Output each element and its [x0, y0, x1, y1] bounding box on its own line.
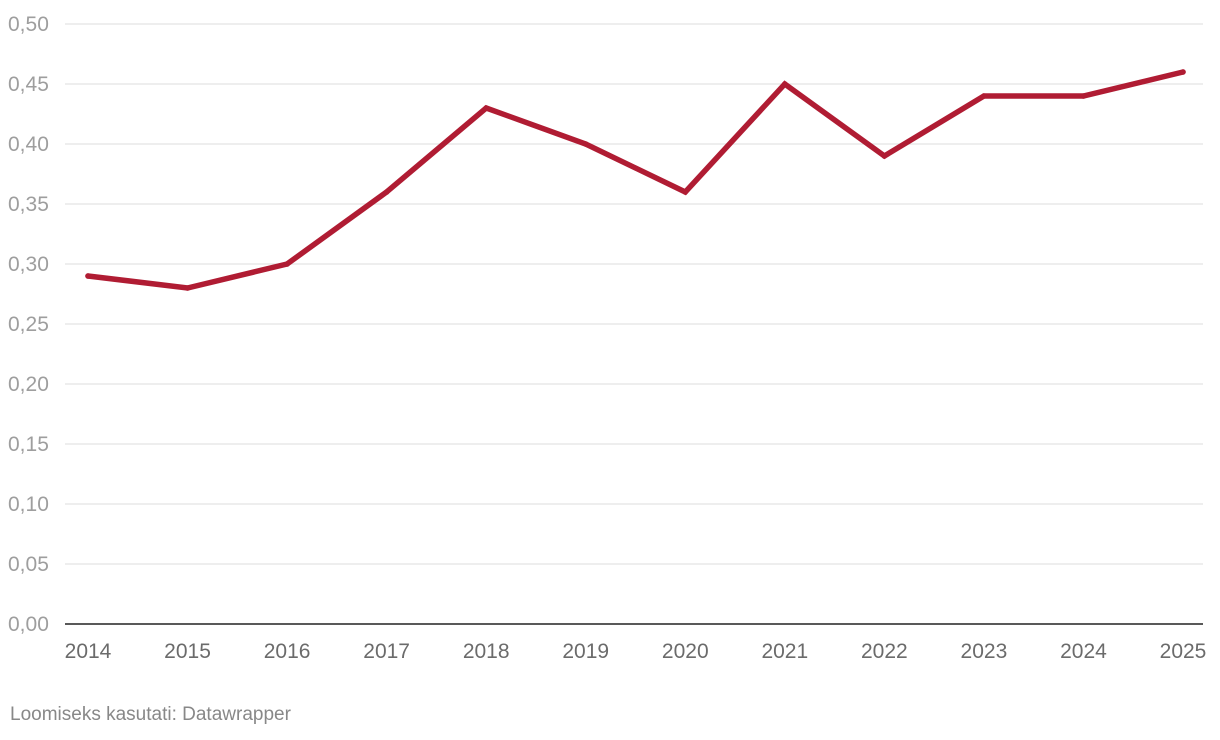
data-point — [284, 261, 290, 267]
y-tick-label: 0,25 — [8, 313, 49, 336]
y-tick-label: 0,45 — [8, 73, 49, 96]
data-point — [782, 81, 788, 87]
y-tick-label: 0,00 — [8, 613, 49, 636]
x-tick-label: 2019 — [562, 640, 609, 663]
y-tick-label: 0,05 — [8, 553, 49, 576]
y-tick-label: 0,20 — [8, 373, 49, 396]
y-tick-label: 0,35 — [8, 193, 49, 216]
data-point — [682, 189, 689, 195]
y-tick-label: 0,40 — [8, 133, 49, 156]
data-point — [483, 105, 489, 111]
x-tick-label: 2024 — [1060, 640, 1107, 663]
y-axis-tick-labels: 0,00 0,05 0,10 0,15 0,20 0,25 0,30 0,35 0,40 0,45… — [8, 13, 49, 636]
x-tick-label: 2015 — [164, 640, 211, 663]
y-tick-label: 0,50 — [8, 13, 49, 36]
x-tick-label: 2016 — [264, 640, 311, 663]
y-tick-label: 0,30 — [8, 253, 49, 276]
source-credit: Loomiseks kasutati: Datawrapper — [10, 704, 291, 725]
x-tick-label: 2025 — [1160, 640, 1207, 663]
x-tick-label: 2022 — [861, 640, 908, 663]
data-point — [383, 189, 390, 195]
x-tick-label: 2021 — [761, 640, 808, 663]
x-tick-label: 2017 — [363, 640, 410, 663]
y-tick-label: 0,15 — [8, 433, 49, 456]
data-point — [184, 285, 191, 291]
data-point — [85, 273, 91, 279]
x-tick-label: 2014 — [65, 640, 112, 663]
y-tick-label: 0,10 — [8, 493, 49, 516]
series-lines — [85, 69, 1186, 291]
data-point — [981, 93, 987, 99]
series-line — [85, 69, 1186, 291]
data-point — [1080, 93, 1087, 99]
line-chart: 0,00 0,05 0,10 0,15 0,20 0,25 0,30 0,35 0,40 0,45… — [8, 13, 1207, 663]
gridlines — [65, 23, 1203, 565]
data-point — [881, 153, 888, 159]
x-tick-label: 2020 — [662, 640, 709, 663]
data-point — [582, 141, 589, 147]
data-point — [1180, 69, 1186, 75]
x-tick-label: 2018 — [463, 640, 510, 663]
x-axis-tick-labels: 2014 2015 2016 2017 2018 2019 2020 2021 2022 2023… — [65, 640, 1207, 663]
x-tick-label: 2023 — [961, 640, 1008, 663]
